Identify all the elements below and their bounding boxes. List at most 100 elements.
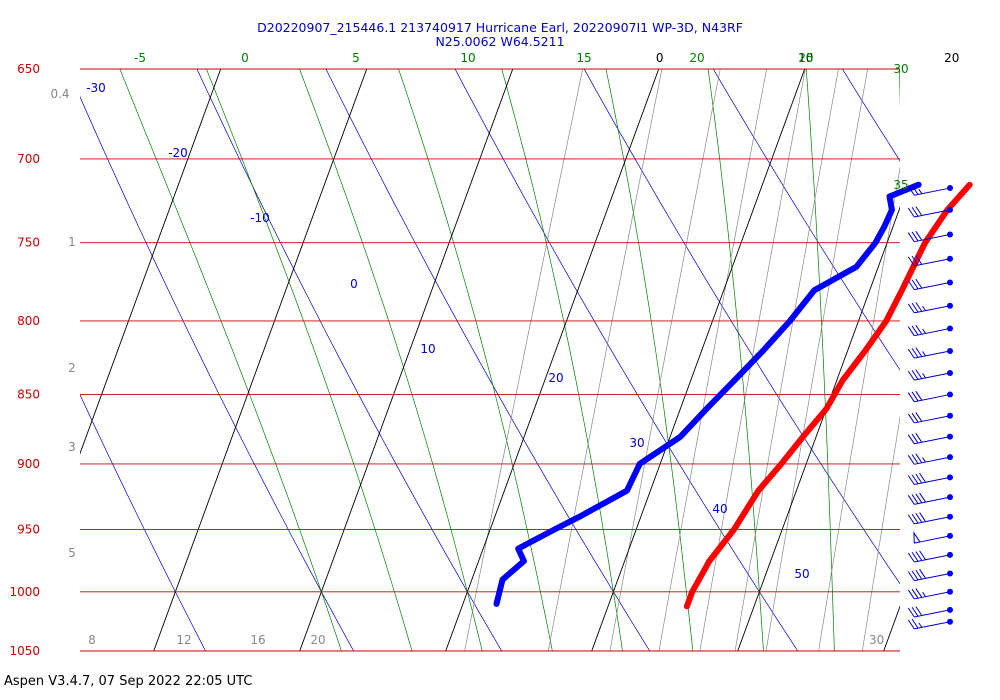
wind-barb-half-flag bbox=[922, 591, 926, 597]
wind-barb bbox=[907, 453, 953, 465]
wind-barb bbox=[907, 185, 953, 196]
wind-barb-shaft bbox=[914, 394, 951, 403]
mixing-ratio-line bbox=[547, 69, 663, 651]
wind-barb-shaft bbox=[914, 591, 951, 600]
wind-barb-shaft bbox=[914, 372, 951, 381]
wind-barb-flag bbox=[915, 551, 923, 561]
software-footer: Aspen V3.4.7, 07 Sep 2022 22:05 UTC bbox=[4, 674, 253, 689]
wind-barb-flag bbox=[915, 302, 923, 312]
wind-barb bbox=[907, 347, 953, 359]
background-grid bbox=[0, 50, 1000, 662]
wind-barb bbox=[907, 302, 953, 314]
wind-barb-flag bbox=[907, 607, 915, 618]
isotherm bbox=[445, 69, 660, 651]
mixing-ratio-line bbox=[931, 50, 1000, 662]
moist-adiabat bbox=[977, 50, 989, 662]
wind-barb-flag bbox=[915, 433, 923, 443]
pressure-label: 700 bbox=[17, 152, 40, 166]
wind-barb-flag bbox=[915, 390, 923, 401]
wind-barb-shaft bbox=[914, 496, 951, 505]
dry-adiabat-label: 10 bbox=[420, 342, 435, 356]
wind-barb-flag bbox=[915, 513, 923, 523]
wind-barb-shaft bbox=[914, 209, 951, 218]
wind-barb bbox=[907, 324, 953, 337]
height-label: 2 bbox=[68, 361, 76, 375]
isobars bbox=[80, 68, 900, 652]
height-label: 3 bbox=[68, 440, 76, 454]
isotherm-label-top: 20 bbox=[944, 51, 959, 65]
height-label: 0.4 bbox=[50, 87, 69, 101]
wind-barb-shaft bbox=[914, 305, 951, 314]
wind-barb-flag bbox=[907, 434, 915, 445]
wind-barb-shaft bbox=[914, 234, 951, 243]
dry-adiabat bbox=[196, 69, 503, 651]
dry-adiabat-label: -30 bbox=[86, 81, 106, 95]
mixing-ratio-line bbox=[464, 69, 583, 651]
wind-barb-flag bbox=[907, 514, 915, 525]
wind-barb bbox=[907, 492, 953, 505]
wind-barb-flag bbox=[911, 513, 919, 524]
height-label: 1 bbox=[68, 235, 76, 249]
wind-barb-flag bbox=[907, 326, 915, 336]
wind-barb-flag bbox=[907, 455, 915, 465]
dry-adiabat bbox=[80, 393, 206, 651]
wind-barb-flag bbox=[907, 552, 915, 563]
dewpoint-profile bbox=[493, 181, 922, 607]
wind-barb-flag bbox=[907, 475, 915, 485]
isotherm bbox=[591, 69, 806, 651]
wind-barb-flag bbox=[911, 185, 919, 195]
wind-barb-flag bbox=[907, 392, 915, 402]
dry-adiabat bbox=[325, 69, 651, 651]
wind-barb-flag bbox=[919, 512, 926, 522]
wind-barb-flag bbox=[911, 588, 919, 599]
dry-adiabat bbox=[80, 96, 355, 651]
wind-barb-shaft bbox=[914, 187, 951, 196]
wind-barb bbox=[907, 230, 953, 243]
wind-barb-half-flag bbox=[918, 188, 923, 194]
wind-barb-flag bbox=[911, 370, 919, 380]
wind-barb-shaft bbox=[914, 516, 951, 525]
wind-barb-flag bbox=[911, 570, 919, 581]
wind-barb-shaft bbox=[914, 456, 951, 465]
wind-barb-flag bbox=[907, 280, 915, 290]
wind-barb-flag bbox=[907, 619, 915, 630]
isotherm bbox=[883, 605, 900, 651]
axis-labels: 6507007508008509009501000105001020304050… bbox=[9, 51, 959, 658]
moist-adiabat-label: 0 bbox=[241, 51, 249, 65]
dry-adiabat-label: 50 bbox=[794, 567, 809, 581]
isotherm-label-top: 0 bbox=[656, 51, 664, 65]
pressure-label: 800 bbox=[17, 314, 40, 328]
wind-barbs bbox=[907, 185, 953, 630]
wind-barb-half-flag bbox=[918, 622, 923, 628]
pressure-label: 1000 bbox=[9, 585, 40, 599]
wind-barb-half-flag bbox=[922, 328, 926, 334]
mixing-ratio-line bbox=[818, 166, 900, 651]
wind-barb-flag bbox=[911, 606, 919, 617]
isotherm bbox=[80, 69, 222, 455]
wind-barb-flag bbox=[911, 231, 919, 242]
wind-barb-half-flag bbox=[922, 305, 926, 311]
wind-barb-flag bbox=[915, 588, 923, 598]
wind-barb-flag bbox=[911, 433, 919, 444]
wind-barb-flag bbox=[911, 348, 919, 358]
moist-adiabat bbox=[899, 69, 900, 108]
wind-barb-flag bbox=[915, 473, 923, 484]
wind-barb-flag bbox=[911, 454, 919, 464]
wind-barb-flag bbox=[915, 569, 923, 580]
moist-adiabat-label: -5 bbox=[134, 51, 146, 65]
mixing-ratio-label: 12 bbox=[176, 633, 191, 647]
wind-barb-flag bbox=[915, 369, 923, 379]
dry-adiabat-label: -10 bbox=[250, 211, 270, 225]
wind-barb-flag bbox=[911, 391, 919, 402]
wind-barb-flag bbox=[915, 347, 923, 357]
wind-barb-flag bbox=[907, 303, 915, 314]
wind-barb-flag bbox=[907, 370, 915, 381]
dry-adiabat bbox=[0, 50, 63, 662]
moist-adiabat-label: 20 bbox=[689, 51, 704, 65]
wind-barb bbox=[907, 369, 953, 381]
wind-barb bbox=[907, 390, 953, 403]
moist-adiabat-label: 35 bbox=[893, 178, 908, 192]
wind-barb-flag bbox=[915, 230, 923, 241]
wind-barb-flag bbox=[915, 453, 923, 464]
pressure-label: 950 bbox=[17, 523, 40, 537]
